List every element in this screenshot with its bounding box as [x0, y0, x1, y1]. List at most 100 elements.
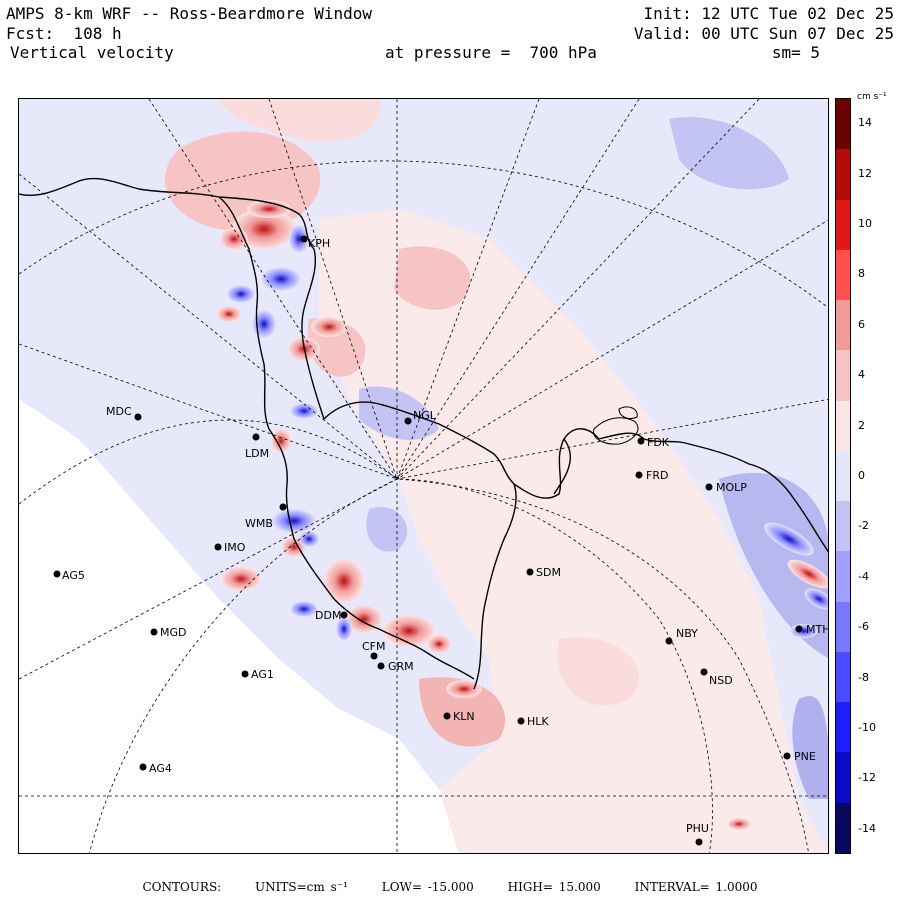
graticule — [19, 99, 828, 853]
ascent-cell — [727, 818, 751, 830]
ascent-cell — [324, 559, 364, 603]
ascent-patch — [419, 677, 506, 747]
descent-cell — [252, 310, 276, 338]
colorbar-tick-label: 10 — [858, 217, 872, 230]
forecast-hour: Fcst: 108 h — [6, 24, 122, 43]
station-dot — [700, 668, 708, 676]
station-label-cfm: CFM — [362, 640, 386, 653]
descent-patch — [719, 472, 828, 658]
station-label-mdc: MDC — [106, 405, 132, 418]
station-label-sdm: SDM — [536, 566, 561, 579]
colorbar-band — [836, 702, 850, 753]
descent-patch — [669, 117, 789, 190]
colorbar-band — [836, 501, 850, 552]
station-dot — [783, 752, 791, 760]
station-dot — [705, 483, 713, 491]
station-dot — [340, 611, 348, 619]
station-dot — [443, 712, 451, 720]
contours-low: LOW= -15.000 — [381, 880, 474, 894]
colorbar-band — [836, 752, 850, 804]
station-label-ldm: LDM — [245, 447, 269, 460]
station-markers — [53, 235, 803, 846]
colorbar-band — [836, 450, 850, 502]
station-label-nsd: NSD — [709, 674, 733, 687]
colorbar-tick-label: -10 — [858, 721, 876, 734]
valid-time: Valid: 00 UTC Sun 07 Dec 25 — [633, 24, 894, 43]
descent-patch — [359, 386, 439, 440]
descent-cell — [336, 617, 352, 641]
contour-info: CONTOURS: UNITS=cm s⁻¹ LOW= -15.000 HIGH… — [0, 880, 900, 894]
station-dot — [795, 625, 803, 633]
station-label-ag5: AG5 — [62, 569, 85, 582]
ascent-cell — [217, 306, 241, 322]
colorbar-tick-label: 12 — [858, 166, 872, 180]
colorbar-band — [836, 651, 850, 703]
contours-interval: INTERVAL= 1.0000 — [634, 880, 758, 894]
descent-cell — [299, 531, 319, 547]
colorbar-band — [836, 601, 850, 653]
ascent-cell — [271, 429, 291, 453]
station-label-mth: MTH — [806, 623, 829, 636]
station-label-ddm: DDM — [315, 609, 341, 622]
station-label-grm: GRM — [388, 660, 414, 673]
smoothing-value: sm= 5 — [771, 43, 820, 62]
descent-cell — [804, 588, 828, 610]
station-dot — [279, 503, 287, 511]
colorbar-band — [836, 199, 850, 251]
descent-cell — [764, 522, 814, 556]
descent-patch — [366, 507, 408, 552]
contours-high: HIGH= 15.000 — [507, 880, 601, 894]
station-dot — [134, 413, 142, 421]
shelf-weak-ascent — [319, 209, 828, 853]
descent-cell — [272, 509, 316, 533]
station-dot — [300, 235, 308, 243]
station-label-nby: NBY — [676, 627, 698, 640]
colorbar-band — [836, 400, 850, 452]
station-dot — [695, 838, 703, 846]
init-time: Init: 12 UTC Tue 02 Dec 25 — [643, 4, 894, 23]
station-label-fdk: FDK — [647, 436, 670, 449]
station-dot — [252, 433, 260, 441]
station-label-hlk: HLK — [527, 715, 549, 728]
colorbar-tick-label: 2 — [858, 418, 865, 432]
station-dot — [150, 628, 158, 636]
station-dot — [404, 417, 412, 425]
colorbar-band — [836, 99, 850, 150]
colorbar-band — [836, 149, 850, 201]
colorbar-tick-label: -12 — [858, 771, 876, 785]
colorbar-tick-label: -14 — [858, 821, 876, 835]
descent-patch — [792, 695, 828, 799]
station-label-kph: KPH — [308, 237, 330, 250]
colorbar-tick-label: -6 — [858, 620, 869, 634]
colorbar-band — [836, 551, 850, 603]
station-dot — [377, 662, 385, 670]
ascent-patch — [219, 99, 381, 142]
colorbar — [835, 98, 851, 854]
colorbar-tick-label: 4 — [858, 368, 865, 382]
vertical-velocity-map: KPH MDC NGL FDK LDM FRD MOLP WMB IMO AG5… — [18, 98, 829, 854]
colorbar-tick-label: 6 — [858, 317, 865, 331]
station-dot — [370, 652, 378, 660]
station-label-ag4: AG4 — [149, 762, 172, 775]
ascent-cell — [221, 567, 261, 591]
ascent-patch — [394, 246, 471, 310]
station-label-wmb: WMB — [245, 517, 273, 530]
colorbar-band — [836, 300, 850, 351]
station-dot — [526, 568, 534, 576]
station-dot — [637, 437, 645, 445]
ascent-patch — [557, 637, 640, 706]
descent-cell — [261, 267, 301, 291]
nodata-region — [19, 399, 459, 853]
station-dot — [139, 763, 147, 771]
ascent-cell — [220, 228, 248, 250]
pressure-level: at pressure = 700 hPa — [385, 43, 597, 62]
colorbar-tick-label: -4 — [858, 569, 869, 583]
colorbar-tick-label: 0 — [858, 469, 865, 482]
station-label-pne: PNE — [794, 750, 816, 763]
station-label-frd: FRD — [646, 469, 668, 482]
coastline — [19, 177, 828, 690]
ascent-cell — [446, 680, 482, 698]
station-dot — [53, 570, 61, 578]
contours-label: CONTOURS: — [142, 880, 222, 894]
ascent-cell — [247, 200, 291, 218]
